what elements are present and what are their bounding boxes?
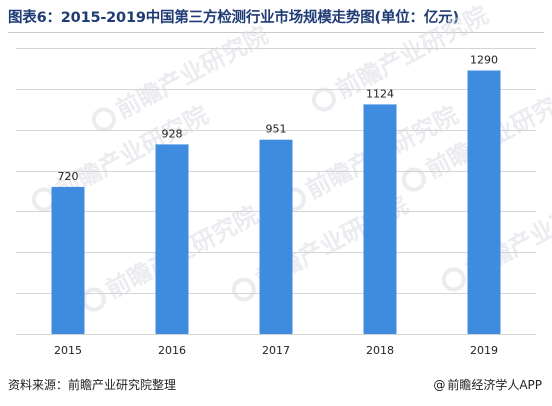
bar [467,70,501,334]
x-tick-label: 2018 [366,344,394,357]
bar-value-label: 1290 [470,54,498,67]
bar [363,104,397,335]
x-tick-labels: 2015 2016 2017 2018 2019 [54,344,498,357]
source-note: 资料来源：前瞻产业研究院整理 [8,378,177,392]
watermark-logo-icon [441,267,466,292]
title-divider [8,32,544,33]
bar [51,186,85,334]
bar-value-labels: 720 928 951 1124 1290 [58,54,499,183]
watermark-logo-icon [81,287,106,312]
watermark-logo-icon [91,107,116,132]
brand-name: 前瞻经济学人APP [447,378,542,392]
at-icon: @ [433,378,446,392]
chart-title: 图表6：2015-2019中国第三方检测行业市场规模走势图(单位：亿元) [8,10,459,26]
bar [259,139,293,334]
bars [51,70,501,335]
brand-credit: @ 前瞻经济学人APP [433,376,542,393]
x-tick-label: 2017 [262,344,290,357]
x-tick-label: 2016 [158,344,186,357]
bar [155,144,189,334]
bar-value-label: 1124 [366,87,394,100]
bar-value-label: 928 [162,127,183,140]
x-tick-label: 2015 [54,344,82,357]
bar-value-label: 951 [266,123,287,136]
watermark-logo-icon [231,277,256,302]
watermark-logo-icon [311,87,336,112]
watermark-logo: 前瞻产业研究院 [311,1,493,112]
x-tick-label: 2019 [470,344,498,357]
watermark-logo-icon [401,167,426,192]
bar-value-label: 720 [58,170,79,183]
